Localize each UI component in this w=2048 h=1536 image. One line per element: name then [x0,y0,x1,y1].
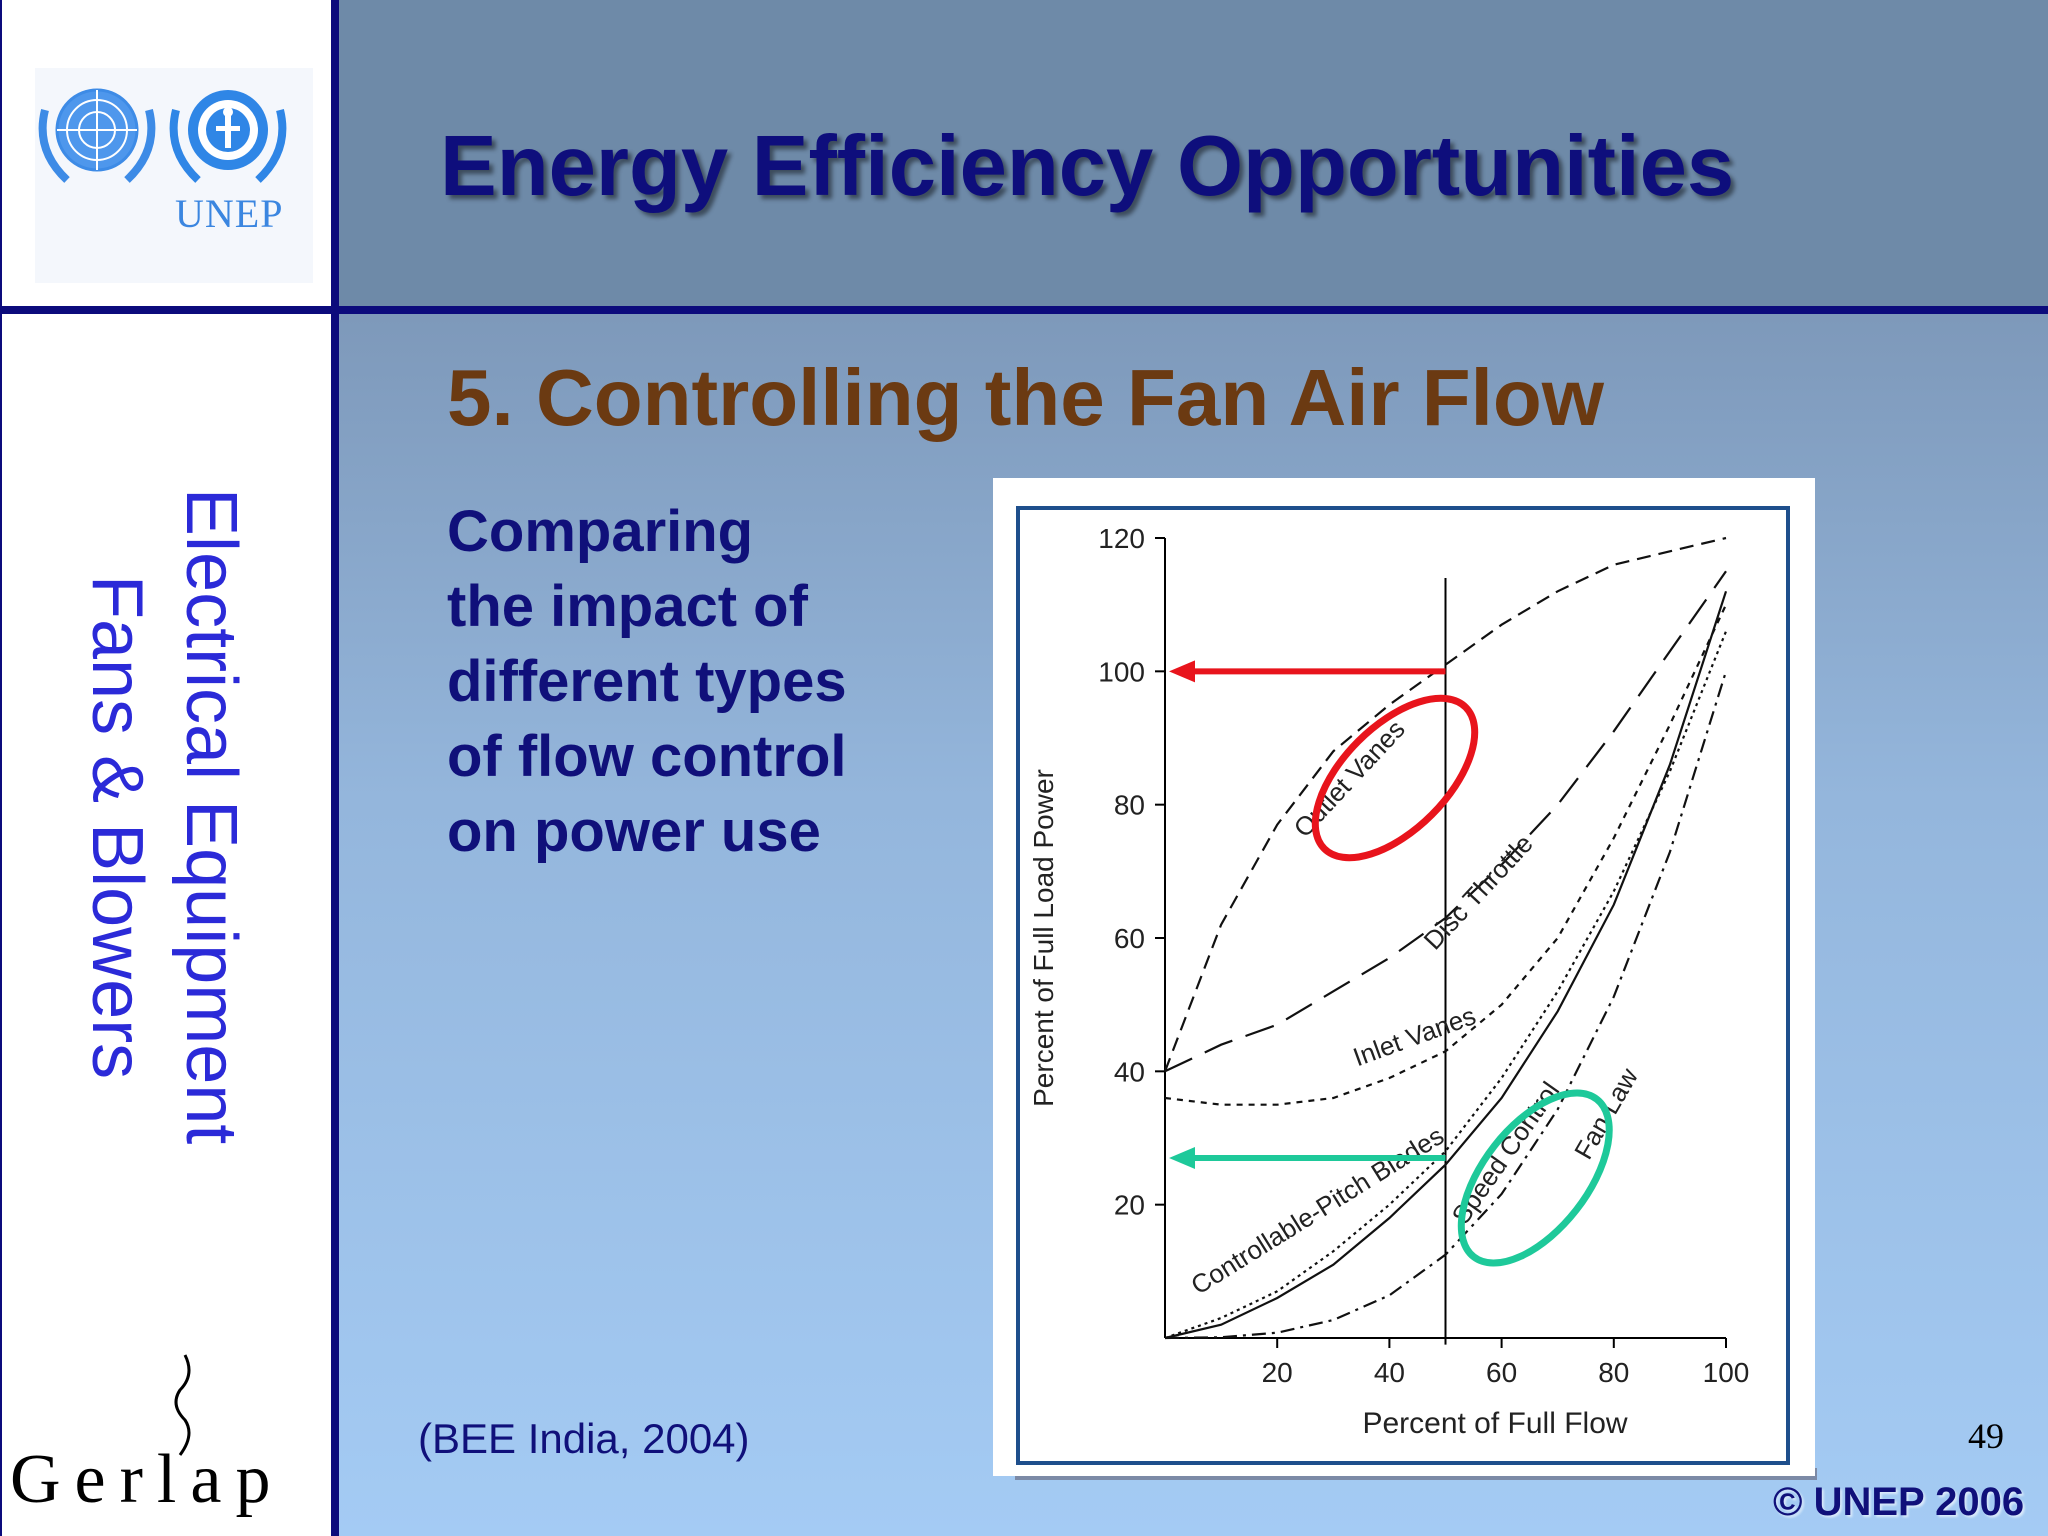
sidebar-topic-label: Fans & Blowers [77,575,157,1080]
sidebar-category-label: Electrical Equipment [171,488,251,1145]
gerlap-logo: Gerlap [10,1441,285,1518]
series-line-controllable-pitch-blades [1164,630,1728,1340]
x-tick-label: 60 [1486,1357,1517,1388]
y-tick-label: 20 [1114,1190,1145,1221]
unep-logo: UNEP [35,68,313,283]
green-highlight-ellipse [1457,1089,1613,1267]
chart-frame: 20 40 60 80 100 20 40 60 80 100 120 Outlet Vanes Di… [993,478,1815,1476]
horizontal-divider [0,306,2048,314]
header-band [337,0,2048,306]
x-tick-label: 40 [1374,1357,1405,1388]
y-tick-label: 60 [1114,923,1145,954]
y-tick-label: 80 [1114,790,1145,821]
gerlap-swirl-icon [174,1354,191,1456]
y-axis-label: Percent of Full Load Power [1028,769,1059,1107]
green-arrowhead [1169,1147,1195,1169]
x-tick-label: 80 [1598,1357,1629,1388]
left-border [0,0,2,1536]
x-axis-label: Percent of Full Flow [1362,1407,1627,1440]
chart-border [1016,506,1790,1465]
page-number: 49 [1968,1416,2004,1456]
red-highlight-ellipse [1311,694,1479,862]
y-tick-label: 40 [1114,1056,1145,1087]
un-emblem-icon [38,88,287,183]
slide-subtitle: 5. Controlling the Fan Air Flow [447,353,1604,442]
series-line-fan-law [1164,670,1728,1340]
body-text: Comparing the impact of different types … [447,494,967,869]
citation: (BEE India, 2004) [418,1415,750,1462]
vertical-divider [331,0,339,1536]
body-line: of flow control [447,724,847,789]
series-line-outlet-vanes [1163,536,1727,1072]
series-line-inlet-vanes [1164,604,1727,1106]
slide-title: Energy Efficiency Opportunities [440,119,1735,214]
y-tick-label: 120 [1098,523,1145,554]
body-line: on power use [447,799,821,864]
series-line-speed-control [1164,590,1728,1340]
x-tick-label: 100 [1703,1357,1750,1388]
copyright: © UNEP 2006 [1773,1480,2025,1524]
body-line: different types [447,649,847,714]
red-arrowhead [1169,660,1195,683]
unep-logo-text: UNEP [175,191,284,236]
unep-emblem-icon [169,90,287,183]
body-line: the impact of [447,574,808,639]
x-tick-label: 20 [1262,1357,1293,1388]
series-line-disc-throttle [1164,570,1727,1073]
body-line: Comparing [447,499,754,564]
y-tick-label: 100 [1098,656,1145,687]
